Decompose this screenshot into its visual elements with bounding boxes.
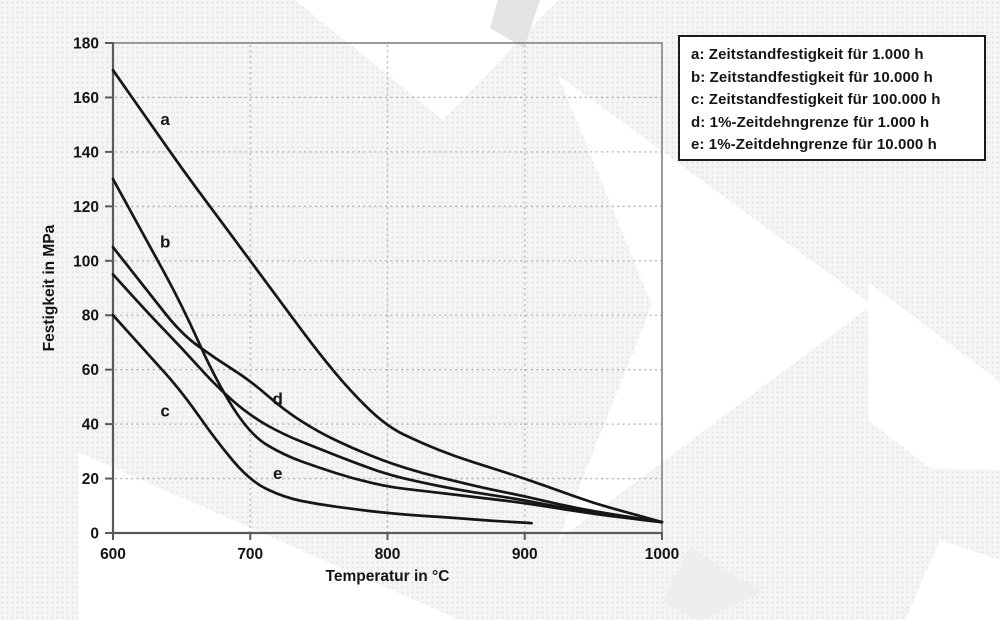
y-axis-title: Festigkeit in MPa <box>41 224 58 351</box>
x-axis-title: Temperatur in °C <box>326 568 450 585</box>
curve-label-d: d <box>273 389 283 408</box>
legend-entry: b: Zeitstandfestigkeit für 10.000 h <box>691 68 933 86</box>
curve-d <box>111 245 664 524</box>
curve-c <box>111 313 533 525</box>
y-tick-label: 0 <box>90 526 99 543</box>
watermark-wedge-top <box>295 0 558 120</box>
watermark-gray-chevron-top <box>490 0 540 48</box>
y-tick-label: 120 <box>73 199 99 216</box>
y-tick-label: 80 <box>82 308 99 325</box>
x-tick-label: 800 <box>375 546 401 563</box>
y-tick-label: 160 <box>73 90 99 107</box>
curve-label-b: b <box>160 233 170 252</box>
legend-entry: d: 1%-Zeitdehngrenze für 1.000 h <box>691 113 930 131</box>
x-tick-label: 700 <box>237 546 263 563</box>
x-tick-label: 900 <box>512 546 538 563</box>
legend-entry: c: Zeitstandfestigkeit für 100.000 h <box>691 91 941 108</box>
curve-e <box>111 273 664 524</box>
curve-label-a: a <box>160 110 170 129</box>
y-tick-label: 60 <box>82 362 99 379</box>
curve-a <box>111 68 664 524</box>
x-tick-label: 600 <box>100 546 126 563</box>
legend-entry: e: 1%-Zeitdehngrenze für 10.000 h <box>691 136 937 153</box>
watermark-wedge-bottom-left <box>78 452 460 620</box>
x-tick-label: 1000 <box>645 546 679 563</box>
curve-label-c: c <box>160 402 169 421</box>
curve-label-e: e <box>273 464 282 483</box>
legend-entry: a: Zeitstandfestigkeit für 1.000 h <box>691 46 924 63</box>
watermark-gray-chevron-bottom <box>662 548 762 620</box>
legend-box: a: Zeitstandfestigkeit für 1.000 h b: Zei… <box>678 35 986 161</box>
watermark-patch-right <box>868 282 1000 470</box>
y-tick-label: 180 <box>73 36 99 53</box>
y-tick-label: 40 <box>82 417 99 434</box>
y-tick-label: 140 <box>73 144 99 161</box>
watermark-chevron-right <box>558 75 872 540</box>
watermark-wedge-bottom-right <box>905 540 1000 620</box>
y-tick-label: 20 <box>82 471 99 488</box>
y-tick-label: 100 <box>73 253 99 270</box>
